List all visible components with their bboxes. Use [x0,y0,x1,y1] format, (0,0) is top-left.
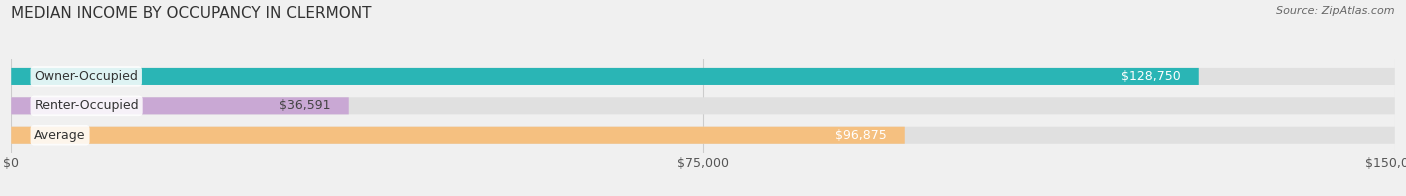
Text: MEDIAN INCOME BY OCCUPANCY IN CLERMONT: MEDIAN INCOME BY OCCUPANCY IN CLERMONT [11,6,371,21]
Text: Owner-Occupied: Owner-Occupied [34,70,138,83]
Text: $128,750: $128,750 [1121,70,1180,83]
Text: Source: ZipAtlas.com: Source: ZipAtlas.com [1277,6,1395,16]
Text: Average: Average [34,129,86,142]
FancyBboxPatch shape [11,127,905,144]
FancyBboxPatch shape [11,127,1395,144]
FancyBboxPatch shape [11,97,349,114]
Text: $96,875: $96,875 [835,129,886,142]
Text: $36,591: $36,591 [278,99,330,112]
FancyBboxPatch shape [11,97,1395,114]
FancyBboxPatch shape [11,68,1395,85]
Text: Renter-Occupied: Renter-Occupied [34,99,139,112]
FancyBboxPatch shape [11,68,1199,85]
